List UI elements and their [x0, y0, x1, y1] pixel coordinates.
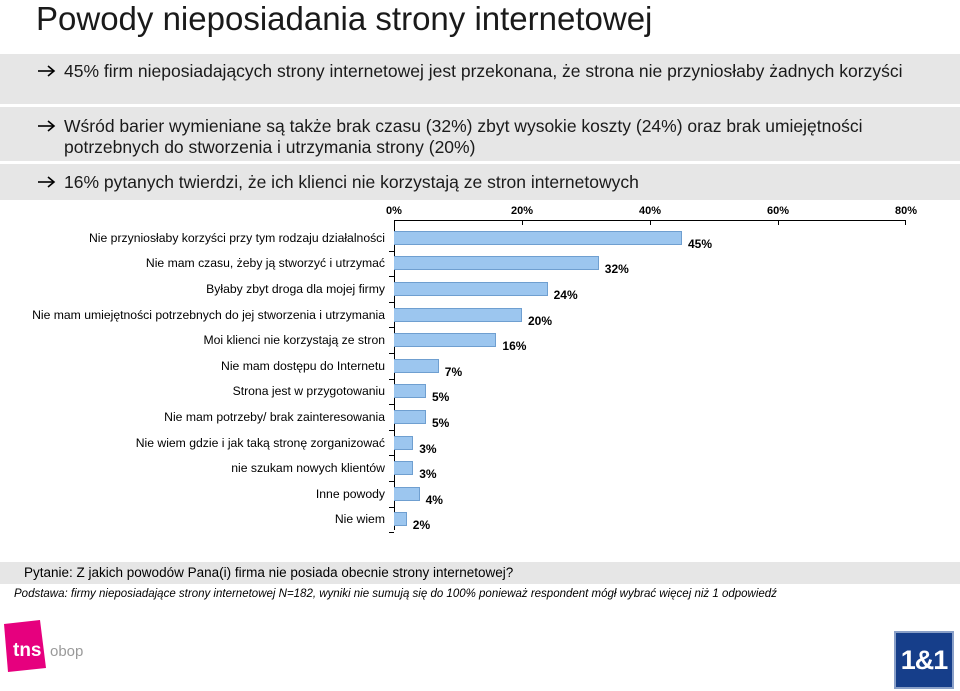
x-tick-label: 80%	[894, 205, 918, 217]
value-label: 24%	[553, 288, 578, 302]
x-tick-label: 20%	[510, 205, 534, 217]
y-tick	[389, 532, 394, 533]
bar	[394, 384, 426, 399]
value-label: 32%	[604, 262, 629, 277]
x-tick	[394, 220, 395, 225]
y-tick	[389, 327, 394, 328]
y-tick	[389, 276, 394, 277]
x-tick	[650, 220, 651, 225]
category-label: Nie mam czasu, żeby ją stworzyć i utrzym…	[145, 256, 385, 271]
value-label: 5%	[432, 416, 450, 430]
arrow-right-icon	[38, 176, 56, 188]
brand-logo: 1&1	[894, 631, 954, 689]
category-label: Inne powody	[315, 486, 385, 501]
bar	[394, 435, 414, 450]
bar	[394, 512, 407, 527]
category-label: Moi klienci nie korzystają ze stron	[203, 333, 385, 348]
y-tick	[389, 455, 394, 456]
x-tick	[778, 220, 779, 225]
x-tick	[905, 220, 906, 225]
y-tick	[389, 379, 394, 380]
bar	[394, 486, 420, 501]
category-label: Byłaby zbyt droga dla mojej firmy	[206, 282, 385, 296]
y-axis	[394, 220, 395, 530]
category-label: nie szukam nowych klientów	[231, 461, 385, 476]
svg-text:obop: obop	[50, 643, 83, 660]
value-label: 5%	[432, 390, 450, 405]
page-title: Powody nieposiadania strony internetowej	[36, 0, 653, 37]
value-label: 4%	[425, 492, 443, 507]
question-text: Pytanie: Z jakich powodów Pana(i) firma …	[24, 565, 514, 580]
bar	[394, 410, 426, 424]
tns-obop-logo: tns obop	[4, 620, 83, 672]
bar	[394, 461, 414, 476]
brand-logo-text: 1&1	[900, 644, 949, 675]
x-tick-label: 40%	[638, 205, 662, 217]
value-label: 16%	[502, 339, 527, 354]
y-tick	[389, 353, 394, 354]
arrow-right-icon	[38, 65, 56, 77]
value-label: 2%	[412, 518, 431, 533]
category-label: Nie przyniosłaby korzyści przy tym rodza…	[89, 230, 385, 245]
y-tick	[389, 302, 394, 303]
bullet-text: Wśród barier wymieniane są także brak cz…	[64, 116, 863, 157]
category-label: Strona jest w przygotowaniu	[232, 384, 385, 399]
x-tick-label: 60%	[766, 205, 790, 217]
category-label: Nie mam potrzeby/ brak zainteresowania	[164, 410, 385, 424]
value-label: 3%	[419, 467, 437, 482]
question-panel: Pytanie: Z jakich powodów Pana(i) firma …	[0, 562, 960, 584]
y-tick	[389, 430, 394, 431]
x-tick	[522, 220, 523, 225]
base-note: Podstawa: firmy nieposiadające strony in…	[14, 588, 777, 600]
bar	[394, 282, 548, 296]
category-label: Nie mam dostępu do Internetu	[221, 358, 385, 373]
bullet-text: 45% firm nieposiadających strony interne…	[64, 61, 903, 81]
svg-text:tns: tns	[13, 640, 42, 661]
y-tick	[389, 481, 394, 482]
category-label: Nie wiem	[334, 512, 385, 527]
category-label: Nie mam umiejętności potrzebnych do jej …	[32, 307, 385, 322]
y-tick	[389, 251, 394, 252]
bullet-panel: 45% firm nieposiadających strony interne…	[0, 54, 960, 200]
bullet-text: 16% pytanych twierdzi, że ich klienci ni…	[64, 172, 639, 192]
value-label: 45%	[688, 236, 713, 251]
arrow-right-icon	[38, 120, 56, 132]
bar	[394, 333, 497, 348]
value-label: 3%	[419, 441, 437, 456]
bar	[394, 256, 599, 271]
value-label: 20%	[528, 313, 553, 328]
y-tick	[389, 507, 394, 508]
y-tick	[389, 404, 394, 405]
value-label: 7%	[444, 364, 463, 379]
bar	[394, 358, 439, 373]
bar	[394, 230, 682, 245]
divider	[0, 104, 960, 107]
category-label: Nie wiem gdzie i jak taką stronę zorgani…	[135, 435, 385, 450]
x-tick-label: 0%	[386, 205, 402, 217]
bar	[394, 307, 522, 322]
divider	[0, 161, 960, 164]
